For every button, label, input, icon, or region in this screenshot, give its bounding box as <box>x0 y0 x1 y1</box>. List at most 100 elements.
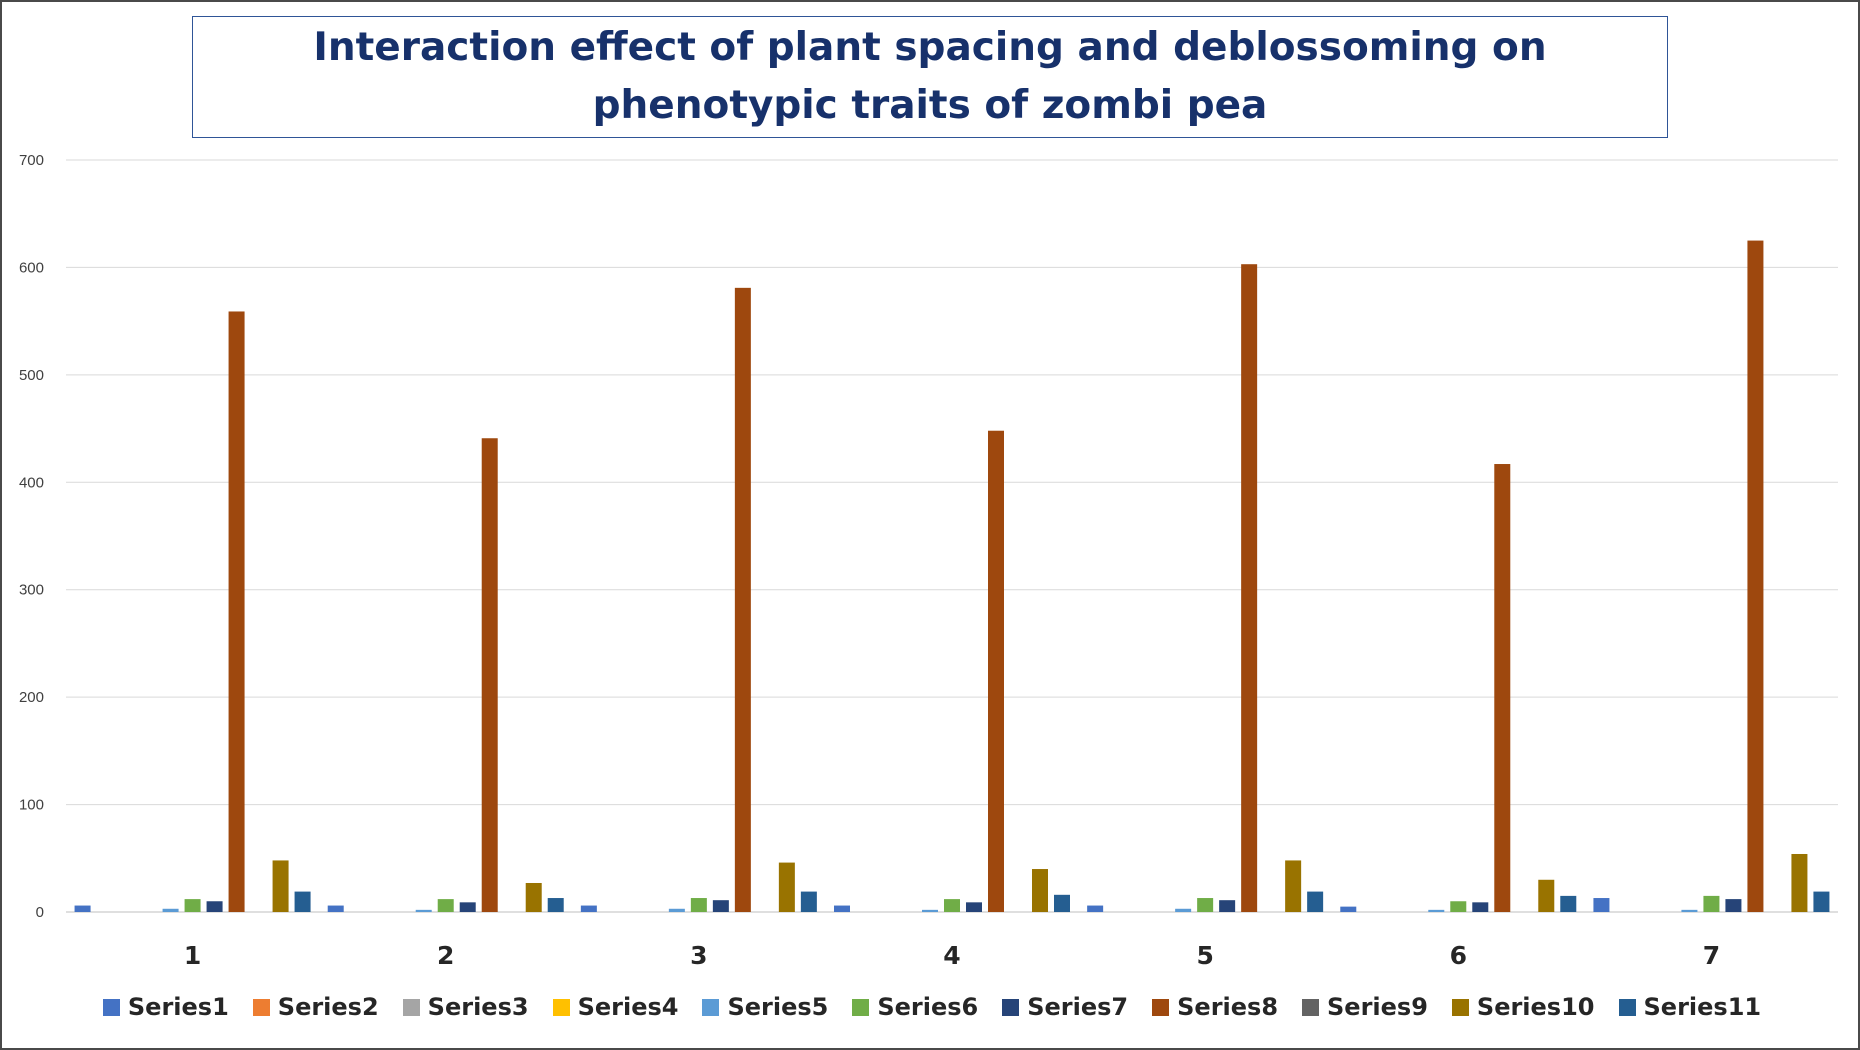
y-tick-label: 400 <box>19 474 44 491</box>
bar-series1-cat6 <box>1340 906 1357 912</box>
legend-label: Series7 <box>1027 993 1129 1021</box>
legend-item-series4: Series4 <box>552 993 679 1021</box>
bar-series8-cat6 <box>1494 464 1511 912</box>
legend-label: Series11 <box>1643 993 1762 1021</box>
bar-series8-cat4 <box>988 430 1004 912</box>
bar-series5-cat2 <box>415 909 432 912</box>
bar-series5-cat6 <box>1428 909 1445 912</box>
legend-swatch <box>1002 998 1020 1016</box>
bar-series5-cat4 <box>922 909 938 912</box>
bar-series10-cat2 <box>525 882 542 912</box>
x-tick-label: 3 <box>690 941 707 970</box>
bar-series10-cat7 <box>1791 853 1808 912</box>
x-tick-label: 1 <box>184 941 201 970</box>
y-tick-label: 500 <box>19 367 44 384</box>
bar-series8-cat2 <box>481 438 498 912</box>
legend-item-series9: Series9 <box>1302 993 1428 1021</box>
bar-series1-cat7 <box>1593 898 1610 912</box>
legend-item-series1: Series1 <box>102 993 229 1021</box>
bar-series6-cat7 <box>1703 895 1720 912</box>
bar-series6-cat3 <box>690 898 707 912</box>
bar-series8-cat7 <box>1747 240 1764 913</box>
legend-item-series5: Series5 <box>702 993 828 1021</box>
chart-title: Interaction effect of plant spacing and … <box>313 25 1547 128</box>
legend-swatch <box>252 998 270 1016</box>
bar-series7-cat4 <box>966 902 982 912</box>
y-tick-label: 0 <box>36 904 44 921</box>
bar-series8-cat1 <box>228 311 245 913</box>
legend-item-series7: Series7 <box>1002 993 1128 1021</box>
bar-series5-cat3 <box>668 908 685 912</box>
x-tick-label: 6 <box>1450 941 1467 970</box>
x-tick-label: 4 <box>943 941 960 970</box>
legend-label: Series1 <box>127 993 229 1021</box>
bar-series10-cat5 <box>1285 860 1302 912</box>
bar-series1-cat2 <box>327 905 344 912</box>
legend-item-series3: Series3 <box>402 993 529 1021</box>
legend-item-series11: Series11 <box>1618 993 1762 1021</box>
legend-swatch <box>702 998 720 1016</box>
legend-item-series6: Series6 <box>852 993 978 1021</box>
legend-swatch <box>552 998 570 1016</box>
bar-series7-cat5 <box>1219 900 1236 912</box>
legend-label: Series3 <box>427 993 529 1021</box>
bar-series11-cat1 <box>294 891 311 912</box>
bar-series6-cat2 <box>437 899 454 912</box>
bar-series10-cat6 <box>1538 879 1555 912</box>
legend-swatch <box>852 998 870 1016</box>
legend-item-series2: Series2 <box>252 993 379 1021</box>
bar-series7-cat7 <box>1725 899 1742 912</box>
y-tick-label: 700 <box>19 152 44 169</box>
legend-label: Series4 <box>577 993 679 1021</box>
legend-swatch <box>1302 998 1320 1016</box>
bar-series8-cat3 <box>734 287 751 913</box>
y-tick-label: 300 <box>19 582 44 599</box>
bar-series11-cat7 <box>1813 891 1830 912</box>
legend-swatch <box>1152 998 1170 1016</box>
bar-series1-cat1 <box>74 905 91 912</box>
bar-series10-cat1 <box>272 860 289 912</box>
bar-series5-cat7 <box>1681 909 1698 912</box>
bar-series6-cat5 <box>1197 898 1214 912</box>
legend-label: Series8 <box>1177 993 1279 1021</box>
bar-series1-cat5 <box>1087 905 1104 912</box>
bar-series6-cat1 <box>184 899 201 912</box>
bar-series5-cat1 <box>162 908 179 912</box>
legend-label: Series6 <box>877 993 979 1021</box>
bar-series7-cat2 <box>459 902 476 912</box>
x-tick-label: 5 <box>1196 941 1213 970</box>
legend-label: Series10 <box>1476 993 1595 1021</box>
bar-series11-cat2 <box>547 898 564 912</box>
bar-series11-cat3 <box>800 891 817 912</box>
bar-series7-cat1 <box>206 901 223 912</box>
x-tick-label: 2 <box>437 941 454 970</box>
bar-series1-cat3 <box>580 905 597 912</box>
bar-series11-cat6 <box>1560 895 1577 912</box>
legend-label: Series9 <box>1327 993 1428 1021</box>
y-tick-label: 200 <box>19 689 44 706</box>
x-tick-label: 7 <box>1703 941 1720 970</box>
legend-swatch <box>402 998 420 1016</box>
y-tick-label: 600 <box>19 259 44 276</box>
bar-series11-cat5 <box>1307 891 1324 912</box>
legend-swatch <box>1618 998 1636 1016</box>
chart-title-box: Interaction effect of plant spacing and … <box>192 16 1668 138</box>
bar-series7-cat6 <box>1472 902 1489 912</box>
legend-swatch <box>1451 998 1469 1016</box>
bar-series6-cat4 <box>944 899 960 912</box>
bar-series5-cat5 <box>1175 908 1192 912</box>
bar-series7-cat3 <box>712 900 729 912</box>
legend-label: Series5 <box>727 993 829 1021</box>
legend-swatch <box>102 998 120 1016</box>
bar-series6-cat6 <box>1450 901 1467 912</box>
legend-item-series10: Series10 <box>1451 993 1595 1021</box>
bar-series11-cat4 <box>1054 894 1070 912</box>
y-tick-label: 100 <box>19 797 44 814</box>
chart-legend: Series1 Series2 Series3 Series4 Series5 Serie… <box>2 987 1860 1027</box>
bar-series1-cat4 <box>834 905 850 912</box>
legend-label: Series2 <box>277 993 379 1021</box>
bar-series10-cat4 <box>1032 869 1048 912</box>
bar-series8-cat5 <box>1241 264 1258 913</box>
